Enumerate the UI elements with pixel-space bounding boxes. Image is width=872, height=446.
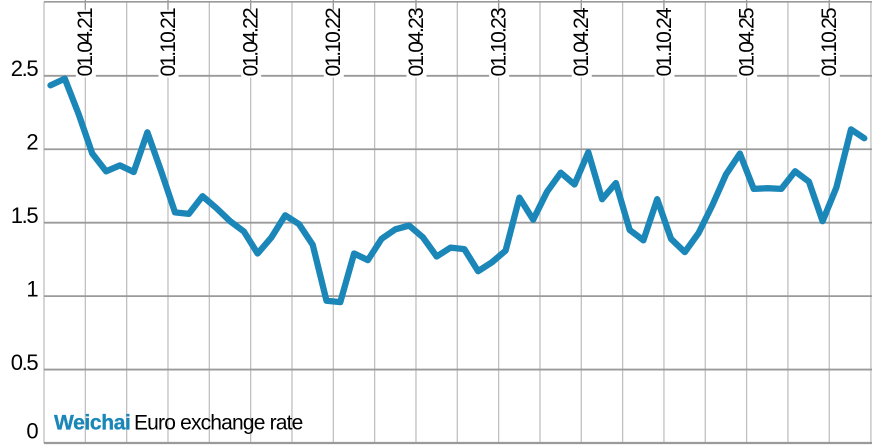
svg-text:2: 2: [26, 130, 38, 155]
svg-text:01.04.21: 01.04.21: [74, 8, 97, 76]
svg-text:Euro exchange rate: Euro exchange rate: [134, 412, 303, 435]
svg-text:01.04.24: 01.04.24: [570, 7, 593, 76]
svg-text:2.5: 2.5: [11, 56, 39, 81]
svg-text:0: 0: [26, 418, 38, 443]
svg-text:01.10.22: 01.10.22: [322, 8, 345, 76]
svg-text:01.04.25: 01.04.25: [736, 8, 759, 76]
svg-text:01.10.21: 01.10.21: [157, 8, 180, 76]
svg-text:1: 1: [26, 277, 38, 302]
svg-text:01.04.23: 01.04.23: [405, 8, 428, 76]
svg-text:1.5: 1.5: [11, 203, 39, 228]
svg-text:Weichai: Weichai: [54, 412, 131, 435]
svg-text:0.5: 0.5: [11, 350, 39, 375]
svg-text:01.10.23: 01.10.23: [488, 8, 511, 76]
svg-text:01.10.24: 01.10.24: [653, 7, 676, 76]
svg-text:01.10.25: 01.10.25: [818, 8, 841, 76]
svg-text:01.04.22: 01.04.22: [240, 8, 263, 76]
